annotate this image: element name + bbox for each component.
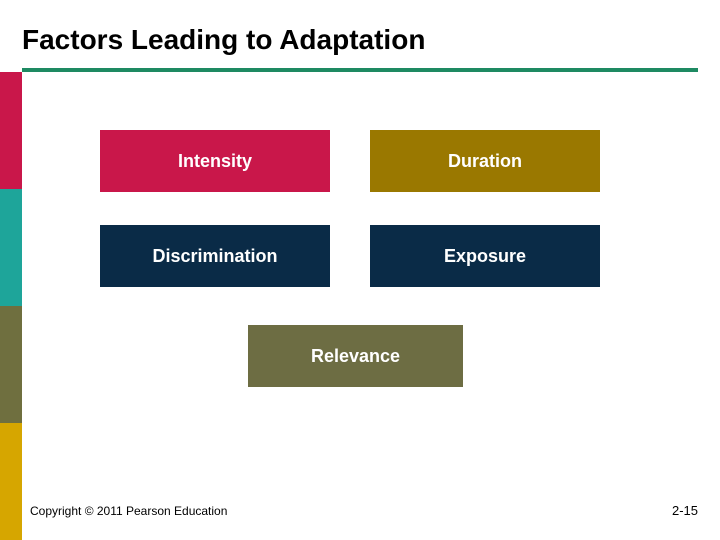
factor-exposure-label: Exposure xyxy=(444,246,526,267)
factor-relevance: Relevance xyxy=(248,325,463,387)
sidebar-accent xyxy=(0,72,22,540)
sidebar-stripe-2 xyxy=(0,189,22,306)
sidebar-stripe-1 xyxy=(0,72,22,189)
copyright-text: Copyright © 2011 Pearson Education xyxy=(30,504,227,518)
factor-duration-label: Duration xyxy=(448,151,522,172)
slide-title: Factors Leading to Adaptation xyxy=(22,24,425,56)
factor-intensity: Intensity xyxy=(100,130,330,192)
sidebar-stripe-4 xyxy=(0,423,22,540)
slide: Factors Leading to Adaptation Intensity … xyxy=(0,0,720,540)
title-underline xyxy=(22,68,698,72)
factor-intensity-label: Intensity xyxy=(178,151,252,172)
factor-duration: Duration xyxy=(370,130,600,192)
factor-relevance-label: Relevance xyxy=(311,346,400,367)
sidebar-stripe-3 xyxy=(0,306,22,423)
factor-discrimination-label: Discrimination xyxy=(152,246,277,267)
page-number: 2-15 xyxy=(672,503,698,518)
factor-discrimination: Discrimination xyxy=(100,225,330,287)
factor-exposure: Exposure xyxy=(370,225,600,287)
